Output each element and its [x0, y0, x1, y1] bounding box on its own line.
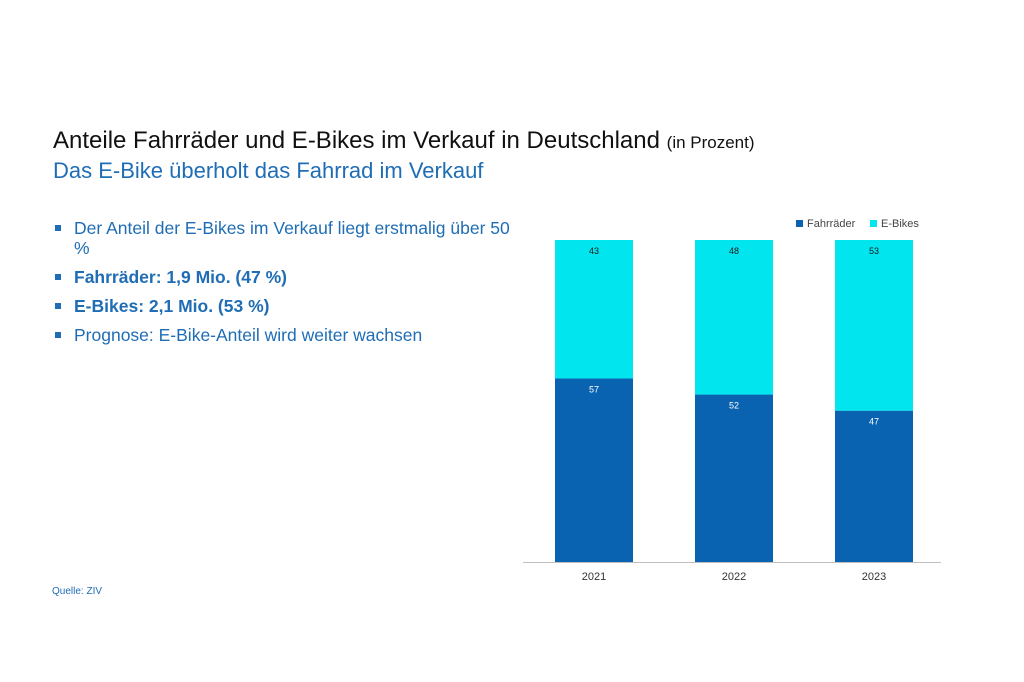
bullet-marker-icon — [55, 303, 61, 309]
bullet-text: Fahrräder: 1,9 Mio. (47 %) — [74, 267, 287, 287]
bullet-item: Der Anteil der E-Bikes im Verkauf liegt … — [55, 218, 515, 258]
bar-fahrraeder — [695, 394, 773, 562]
bullet-marker-icon — [55, 274, 61, 280]
bar-ebikes — [835, 240, 913, 411]
x-tick-label: 2021 — [582, 571, 606, 583]
data-label: 43 — [589, 246, 599, 256]
bullet-marker-icon — [55, 225, 61, 231]
data-label: 48 — [729, 246, 739, 256]
bar-fahrraeder — [835, 410, 913, 562]
legend-swatch — [796, 220, 803, 227]
x-tick-label: 2023 — [862, 571, 886, 583]
legend-label: Fahrräder — [807, 218, 856, 230]
bullet-list: Der Anteil der E-Bikes im Verkauf liegt … — [55, 218, 515, 354]
bullet-text: Der Anteil der E-Bikes im Verkauf liegt … — [74, 218, 510, 258]
bullet-text: Prognose: E-Bike-Anteil wird weiter wach… — [74, 325, 423, 345]
bar-ebikes — [555, 240, 633, 379]
bullet-item: Fahrräder: 1,9 Mio. (47 %) — [55, 267, 515, 287]
data-label: 47 — [869, 417, 879, 427]
bar-ebikes — [695, 240, 773, 395]
page-title: Anteile Fahrräder und E-Bikes im Verkauf… — [53, 127, 755, 155]
legend-swatch — [870, 220, 877, 227]
bullet-text: E-Bikes: 2,1 Mio. (53 %) — [74, 296, 270, 316]
bullet-item: E-Bikes: 2,1 Mio. (53 %) — [55, 296, 515, 316]
bullet-item: Prognose: E-Bike-Anteil wird weiter wach… — [55, 325, 515, 345]
bar-fahrraeder — [555, 378, 633, 562]
x-tick-label: 2022 — [722, 571, 746, 583]
source-note: Quelle: ZIV — [52, 586, 103, 597]
title-unit: (in Prozent) — [666, 133, 755, 152]
title-text: Anteile Fahrräder und E-Bikes im Verkauf… — [53, 127, 660, 154]
data-label: 57 — [589, 384, 599, 394]
data-label: 53 — [869, 246, 879, 256]
bullet-marker-icon — [55, 332, 61, 338]
data-label: 52 — [729, 401, 739, 411]
legend-label: E-Bikes — [881, 218, 919, 230]
page-subtitle: Das E-Bike überholt das Fahrrad im Verka… — [53, 158, 484, 183]
